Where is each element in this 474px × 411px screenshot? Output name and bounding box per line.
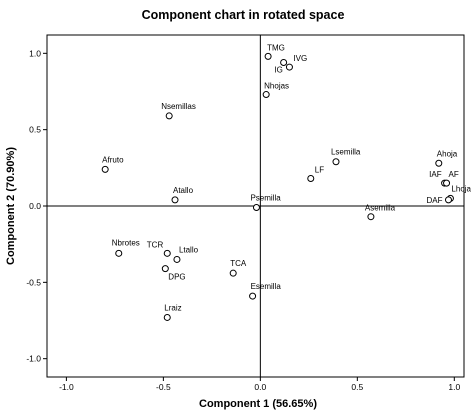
data-point-label: TMG [267, 43, 285, 52]
ticks-layer: -1.0 -0.5 0.0 0.5 1.0 -1.0 -0.5 0.0 0.5 1.0 [26, 48, 460, 392]
data-point [367, 213, 375, 221]
y-tick-label: 0.5 [29, 125, 41, 135]
x-tick-label: 0.5 [351, 382, 363, 392]
data-point-label: Asemilla [365, 204, 396, 213]
y-axis-title: Component 2 (70.90%) [5, 147, 17, 265]
data-point [280, 58, 288, 66]
data-point-label: Afruto [102, 155, 124, 164]
y-tick-label: -1.0 [26, 354, 41, 364]
data-point [171, 196, 179, 204]
data-point [262, 91, 270, 99]
data-point-label: Nbrotes [112, 238, 140, 247]
data-point-label: IVG [293, 54, 307, 63]
data-point [332, 158, 340, 166]
data-point [252, 204, 260, 212]
data-point-label: Lraiz [164, 303, 181, 312]
data-point-label: TCA [230, 259, 247, 268]
data-point-label: Nsemillas [161, 102, 196, 111]
x-tick-label: 0.0 [254, 382, 266, 392]
data-point-label: AF [449, 170, 459, 179]
data-point [173, 255, 181, 263]
y-tick-label: -0.5 [26, 277, 41, 287]
points-layer: TMG IVG IG Nhojas Nsemillas Lsemilla LF Ahoja IA… [101, 43, 472, 321]
data-point [101, 165, 109, 173]
data-point [435, 159, 443, 167]
data-point-label: DAF [426, 196, 442, 205]
x-tick-label: -0.5 [156, 382, 171, 392]
data-point [165, 112, 173, 120]
x-axis-title: Component 1 (56.65%) [199, 398, 317, 410]
data-point [249, 292, 257, 300]
chart-title: Component chart in rotated space [142, 8, 345, 22]
data-point [161, 265, 169, 273]
data-point-label: Lhoja [451, 184, 471, 193]
data-point [163, 249, 171, 257]
data-point [444, 196, 452, 204]
data-point-label: Ahoja [437, 149, 458, 158]
data-point-label: Nhojas [264, 82, 289, 91]
data-point [163, 313, 171, 321]
x-tick-label: 1.0 [448, 382, 460, 392]
data-point-label: TCR [147, 240, 164, 249]
data-point [115, 249, 123, 257]
data-point [307, 175, 315, 183]
data-point-label: IG [274, 65, 282, 74]
data-point-label: LF [315, 166, 324, 175]
y-tick-label: 1.0 [29, 48, 41, 58]
x-tick-label: -1.0 [59, 382, 74, 392]
data-point-label: Atallo [173, 186, 194, 195]
data-point-label: IAF [429, 170, 442, 179]
data-point [229, 269, 237, 277]
data-point-label: Psemilla [250, 194, 281, 203]
data-point-label: Ltallo [179, 245, 199, 254]
data-point [264, 52, 272, 60]
data-point-label: Esemilla [251, 282, 282, 291]
data-point [443, 179, 451, 187]
data-point-label: DPG [168, 273, 185, 282]
data-point [285, 63, 293, 71]
data-point-label: Lsemilla [331, 148, 361, 157]
y-tick-label: 0.0 [29, 201, 41, 211]
